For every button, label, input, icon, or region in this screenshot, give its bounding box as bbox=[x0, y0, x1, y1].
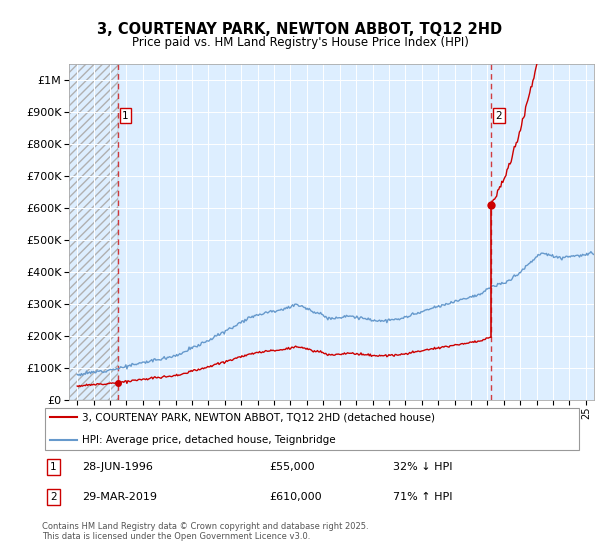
Text: 2: 2 bbox=[50, 492, 57, 502]
Text: 28-JUN-1996: 28-JUN-1996 bbox=[83, 462, 154, 472]
Text: 2: 2 bbox=[496, 111, 502, 120]
Text: £55,000: £55,000 bbox=[269, 462, 314, 472]
Text: 32% ↓ HPI: 32% ↓ HPI bbox=[393, 462, 452, 472]
Text: HPI: Average price, detached house, Teignbridge: HPI: Average price, detached house, Teig… bbox=[83, 435, 336, 445]
Text: Contains HM Land Registry data © Crown copyright and database right 2025.
This d: Contains HM Land Registry data © Crown c… bbox=[42, 522, 368, 542]
Text: 71% ↑ HPI: 71% ↑ HPI bbox=[393, 492, 452, 502]
Text: 1: 1 bbox=[50, 462, 57, 472]
Text: 29-MAR-2019: 29-MAR-2019 bbox=[83, 492, 157, 502]
Text: Price paid vs. HM Land Registry's House Price Index (HPI): Price paid vs. HM Land Registry's House … bbox=[131, 36, 469, 49]
Text: 3, COURTENAY PARK, NEWTON ABBOT, TQ12 2HD: 3, COURTENAY PARK, NEWTON ABBOT, TQ12 2H… bbox=[97, 22, 503, 38]
Text: £610,000: £610,000 bbox=[269, 492, 322, 502]
Text: 3, COURTENAY PARK, NEWTON ABBOT, TQ12 2HD (detached house): 3, COURTENAY PARK, NEWTON ABBOT, TQ12 2H… bbox=[83, 412, 436, 422]
FancyBboxPatch shape bbox=[45, 408, 580, 450]
Text: 1: 1 bbox=[122, 111, 129, 120]
